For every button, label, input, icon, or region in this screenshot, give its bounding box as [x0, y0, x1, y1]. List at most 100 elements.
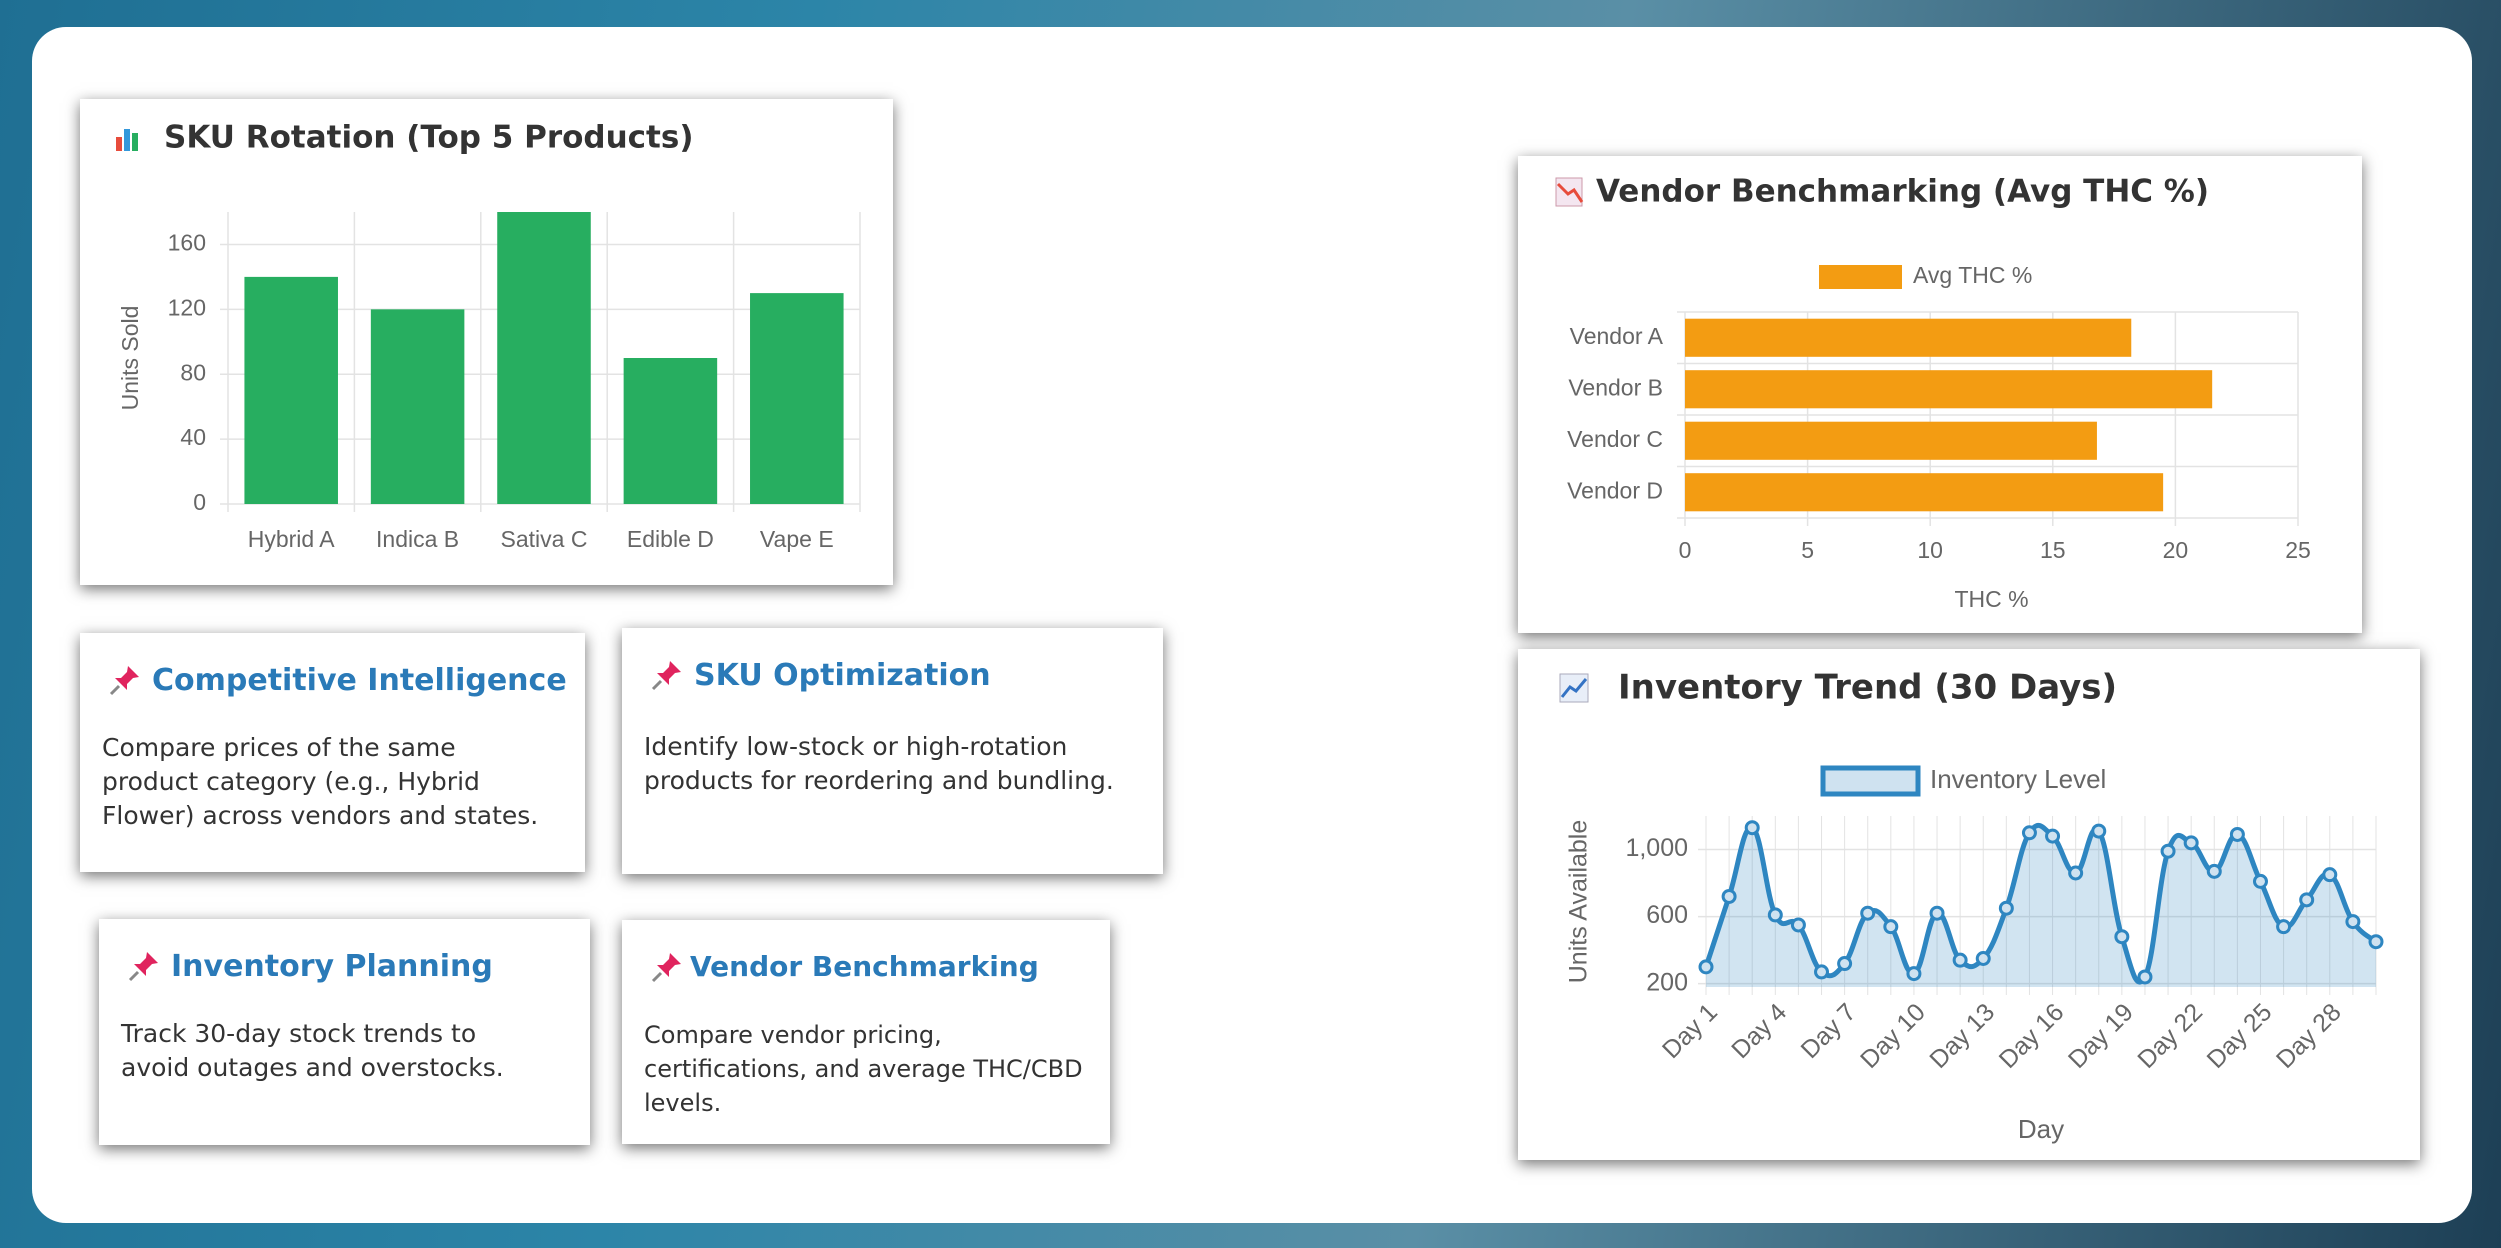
x-tick-label: Day 7 [1796, 998, 1862, 1064]
point [2137, 969, 2153, 985]
point [2299, 892, 2315, 908]
chart-title: SKU Rotation (Top 5 Products) [164, 120, 694, 156]
y-axis-label: Units Sold [117, 306, 143, 411]
x-tick-label: Day 10 [1855, 998, 1931, 1074]
chart: SKU Rotation (Top 5 Products) 0 40 80 120 16… [116, 120, 861, 552]
card-text: Compare prices of the same product categ… [102, 733, 539, 830]
bar [750, 293, 844, 504]
bar [244, 276, 338, 504]
x-tick-label: Day 16 [1994, 998, 2070, 1074]
x-tick-label: Day 28 [2271, 998, 2347, 1074]
card-title: Competitive Intelligence [152, 663, 567, 698]
point [2345, 914, 2361, 930]
info-card: Competitive Intelligence Compare prices … [80, 633, 585, 872]
legend-label: Inventory Level [1930, 764, 2106, 794]
point [1837, 956, 1853, 972]
chart: Inventory Trend (30 Days) 200 600 1,000 Day… [1559, 668, 2384, 1144]
point [2206, 863, 2222, 879]
y-tick-label: Vendor D [1567, 477, 1663, 503]
x-tick-label: Vape E [760, 526, 834, 552]
bar [370, 309, 465, 504]
point [2068, 865, 2084, 881]
y-tick-label: 0 [193, 489, 206, 515]
y-tick-label: 160 [168, 230, 206, 256]
y-tick-label: 120 [168, 294, 206, 320]
chart: Vendor Benchmarking (Avg THC %) 0 5 10 15 20… [1555, 174, 2311, 612]
point [1698, 959, 1714, 975]
info-card: Inventory Planning Track 30-day stock tr… [99, 919, 590, 1145]
point [2160, 843, 2176, 859]
y-tick-label: Vendor A [1570, 323, 1664, 349]
pin-icon [651, 661, 681, 691]
card-title: Inventory Planning [171, 949, 493, 984]
bar [1685, 473, 2164, 512]
point [2368, 934, 2384, 950]
pin-icon [109, 666, 139, 696]
point [1883, 919, 1899, 935]
x-tick-label: Sativa C [501, 526, 588, 552]
y-axis-label: Units Available [1565, 820, 1593, 984]
area-fill [1706, 825, 2376, 987]
point [2045, 828, 2061, 844]
x-tick-label: Day 1 [1657, 998, 1723, 1064]
bar [1685, 421, 2097, 460]
legend-swatch [1820, 765, 1921, 797]
info-card: SKU Optimization Identify low-stock or h… [622, 628, 1163, 874]
card-text: Track 30-day stock trends to avoid outag… [121, 1019, 504, 1082]
x-tick-label: Day 19 [2063, 998, 2139, 1074]
point [1952, 952, 1968, 968]
bar [1685, 318, 2132, 357]
y-tick-label: 1,000 [1625, 834, 1688, 862]
x-axis-label: THC % [1954, 586, 2028, 612]
chart-card: Inventory Trend (30 Days) 200 600 1,000 Day… [1518, 649, 2420, 1160]
x-tick-label: Day 25 [2202, 998, 2278, 1074]
x-tick-label: 15 [2040, 537, 2066, 563]
point [1860, 905, 1876, 921]
point [2252, 873, 2268, 889]
x-tick-label: Edible D [627, 526, 714, 552]
x-tick-label: Day 4 [1726, 998, 1792, 1064]
x-tick-label: 20 [2163, 537, 2189, 563]
icon [116, 129, 138, 151]
x-tick-label: Hybrid A [248, 526, 336, 552]
y-tick-label: 200 [1646, 968, 1688, 996]
card-title: Vendor Benchmarking [690, 950, 1039, 983]
pin-icon [128, 952, 158, 982]
y-tick-label: 600 [1646, 901, 1688, 929]
card-title: SKU Optimization [694, 658, 991, 693]
bar [1685, 370, 2213, 409]
x-tick-label: 25 [2285, 537, 2311, 563]
y-tick-label: 80 [180, 359, 206, 385]
point [1975, 951, 1991, 966]
x-tick-label: 10 [1917, 537, 1943, 563]
point [1721, 888, 1737, 904]
info-card: Vendor Benchmarking Compare vendor prici… [622, 920, 1110, 1144]
point [1744, 820, 1760, 836]
chart-card: Vendor Benchmarking (Avg THC %) 0 5 10 15 20… [1518, 156, 2362, 633]
pin-icon [651, 953, 681, 983]
card-text: Identify low-stock or high-rotation prod… [644, 732, 1114, 795]
point [1906, 966, 1922, 982]
chart-title: Inventory Trend (30 Days) [1618, 668, 2117, 708]
point [1929, 905, 1945, 921]
card-text: Compare vendor pricing, certifications, … [644, 1021, 1083, 1117]
y-tick-label: 40 [180, 424, 206, 450]
icon [1559, 673, 1589, 703]
x-axis-label: Day [2018, 1114, 2064, 1144]
x-tick-label: Indica B [376, 526, 459, 552]
x-tick-label: 0 [1679, 537, 1692, 563]
chart-card: SKU Rotation (Top 5 Products) 0 40 80 120 16… [80, 99, 893, 585]
point [1767, 907, 1783, 923]
point [1998, 900, 2014, 916]
point [2114, 929, 2130, 945]
legend-label: Avg THC % [1913, 262, 2032, 288]
point [2229, 826, 2245, 842]
point [2091, 823, 2107, 839]
chart-title: Vendor Benchmarking (Avg THC %) [1596, 174, 2209, 210]
point [2183, 835, 2199, 851]
bar [623, 358, 718, 504]
point [1814, 964, 1830, 980]
y-tick-label: Vendor C [1567, 426, 1663, 452]
y-tick-label: Vendor B [1568, 374, 1663, 400]
